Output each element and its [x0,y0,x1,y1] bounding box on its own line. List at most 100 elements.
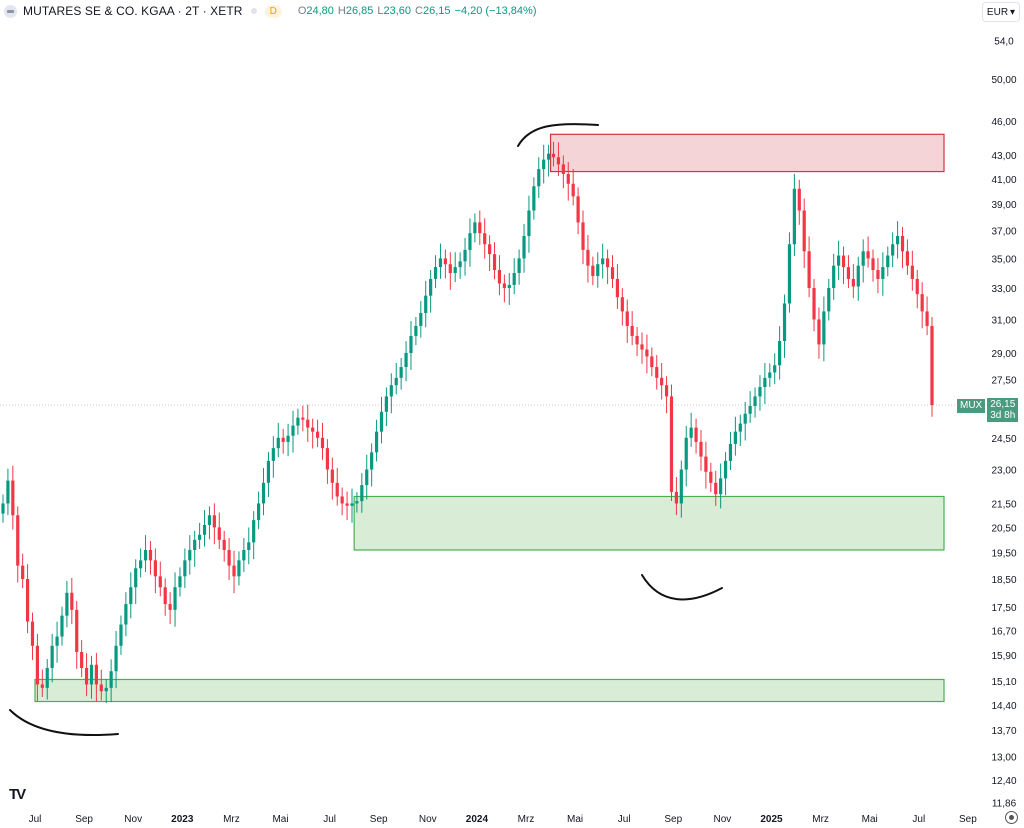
candle-body [414,325,418,336]
candle-body [94,664,98,685]
y-tick-label: 27,50 [991,376,1016,387]
candle-body [89,664,94,685]
y-tick-label: 41,00 [991,175,1016,186]
candle-body [453,267,457,273]
candle-body [905,251,910,266]
y-tick-label: 15,10 [991,677,1016,688]
candle-body [40,684,44,688]
candle-body [438,258,443,268]
candle-body [728,443,733,461]
symbol-title[interactable]: MUTARES SE & CO. KGAA · 2T · XETR [23,4,243,18]
candle-body [910,265,914,279]
high-label: H [337,5,346,17]
candle-body [119,624,123,646]
candle-body [763,377,767,388]
candle-body [714,482,718,495]
candle-body [207,515,212,525]
candle-body [743,413,747,424]
y-tick-label: 15,90 [991,651,1016,662]
candle-body [851,278,855,287]
candle-body [620,297,624,312]
candle-body [895,235,900,245]
candle-body [527,210,531,236]
candle-body [183,560,187,577]
candle-body [70,592,74,610]
candle-body [556,157,561,165]
candle-body [1,503,5,514]
candle-body [591,265,595,276]
candle-body [581,222,585,250]
candle-body [148,549,153,561]
candle-body [124,604,128,625]
y-tick-label: 19,50 [991,549,1016,560]
x-tick-label: Mrz [518,814,535,825]
candle-body [429,278,433,296]
delayed-badge[interactable]: D [264,4,282,18]
currency-button[interactable]: EUR ▾ [982,2,1020,22]
y-tick-label: 11,86 [992,799,1017,810]
candle-body [345,503,349,506]
candle-body [252,520,256,543]
candle-body [571,183,575,197]
candle-body [507,284,511,289]
candle-body [84,667,89,685]
candle-body [684,437,688,470]
candle-body [512,272,516,285]
x-tick-label: Mai [272,814,288,825]
candle-body [871,258,875,271]
candle-body [419,312,423,326]
candle-body [50,645,54,668]
candle-body [792,188,796,245]
candle-body [60,615,64,637]
candle-body [80,652,84,668]
candle-body [664,385,669,397]
status-dot-icon [250,8,257,14]
candle-body [630,325,634,336]
candle-body [778,340,782,366]
candle-body [301,417,305,420]
candle-body [237,560,241,577]
candle-body [360,485,364,502]
close-value: 26,15 [423,5,451,17]
x-tick-label: Nov [124,814,142,825]
candle-body [596,264,600,276]
candle-body [374,431,379,453]
candle-body [768,372,772,378]
y-tick-label: 20,50 [991,523,1016,534]
candle-body [576,196,580,223]
candle-body [586,249,590,266]
candle-body [925,311,929,326]
y-tick-label: 31,00 [991,315,1016,326]
candle-body [748,405,752,414]
candle-body [669,396,674,492]
candle-body [822,311,826,345]
candle-body [492,254,497,271]
candle-body [463,249,467,262]
candle-body [433,267,438,279]
settings-icon[interactable] [1005,811,1018,824]
high-value: 26,85 [345,5,374,17]
candle-body [6,480,10,504]
x-tick-label: Sep [664,814,682,825]
candle-body [330,469,334,483]
candle-body [655,367,659,378]
candle-body [222,539,226,550]
y-tick-label: 29,00 [991,349,1016,360]
candle-body [173,587,177,610]
candle-body [876,270,880,279]
freehand-arc-2 [9,709,119,737]
currency-label: EUR [986,6,1009,18]
candle-body [861,251,865,266]
candle-body [306,419,310,428]
candle-body [537,169,541,187]
candle-body [25,579,30,622]
support-zone-1 [353,495,945,551]
x-tick-label: 2024 [466,814,489,825]
candle-body [635,335,639,345]
tradingview-logo-icon[interactable]: TV [9,786,26,803]
candle-body [242,549,246,561]
candle-body [217,527,221,540]
drawing-annotations [9,123,723,737]
candle-body [158,576,162,588]
